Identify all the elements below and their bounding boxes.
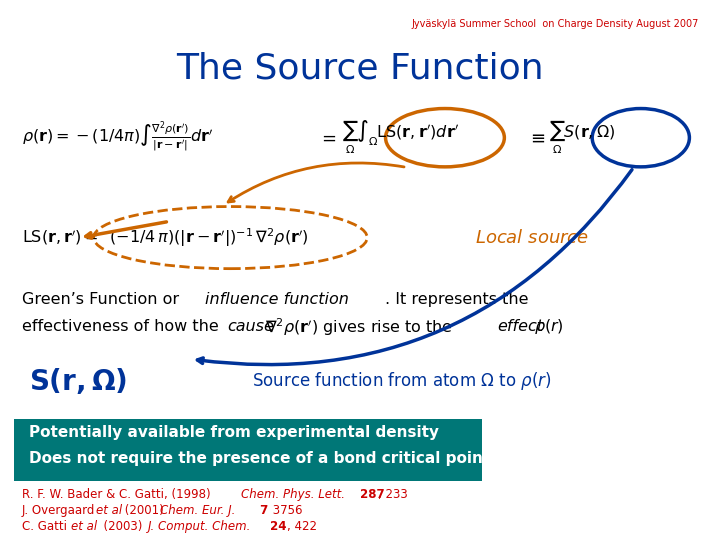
Text: Chem. Phys. Lett.: Chem. Phys. Lett. [241,488,345,501]
Text: 287: 287 [356,488,385,501]
Text: cause: cause [227,319,274,334]
Text: C. Gatti: C. Gatti [22,520,71,533]
Text: $\nabla^2\rho(\mathbf{r}^{\prime})$ gives rise to the: $\nabla^2\rho(\mathbf{r}^{\prime})$ give… [265,316,454,338]
Text: The Source Function: The Source Function [176,51,544,85]
Text: Green’s Function or: Green’s Function or [22,292,184,307]
Text: . It represents the: . It represents the [385,292,528,307]
Text: , 233: , 233 [378,488,408,501]
Text: Chem. Eur. J.: Chem. Eur. J. [160,504,235,517]
Text: J. Overgaard: J. Overgaard [22,504,99,517]
Text: $\rho(\mathbf{r}) = -(1/4\pi)\int\frac{\nabla^2 \rho(\mathbf{r}^{\prime})}{|\mat: $\rho(\mathbf{r}) = -(1/4\pi)\int\frac{\… [22,120,213,156]
FancyBboxPatch shape [14,418,482,481]
Text: effectiveness of how the: effectiveness of how the [22,319,223,334]
Text: $\rho(r)$: $\rho(r)$ [534,317,564,336]
Text: , 422: , 422 [287,520,317,533]
Text: 24: 24 [266,520,287,533]
Text: $\mathbf{S(r, \Omega)}$: $\mathbf{S(r, \Omega)}$ [29,366,127,396]
Text: $\equiv$: $\equiv$ [527,129,546,147]
Text: J. Comput. Chem.: J. Comput. Chem. [148,520,251,533]
Text: $\sum_\Omega \int_\Omega \mathrm{LS}(\mathbf{r},\mathbf{r}^{\prime})d\mathbf{r}^: $\sum_\Omega \int_\Omega \mathrm{LS}(\ma… [342,119,459,157]
Text: effect: effect [497,319,543,334]
Text: $\mathrm{LS}(\mathbf{r},\mathbf{r}^{\prime}) = \;\;(-1/4\,\pi)(|\mathbf{r}-\math: $\mathrm{LS}(\mathbf{r},\mathbf{r}^{\pri… [22,226,308,249]
Text: $\mathit{Local}$ source: $\mathit{Local}$ source [475,228,589,247]
Text: Potentially available from experimental density: Potentially available from experimental … [29,424,438,440]
Text: $=$: $=$ [318,129,337,147]
Text: influence function: influence function [205,292,349,307]
Text: R. F. W. Bader & C. Gatti, (1998): R. F. W. Bader & C. Gatti, (1998) [22,488,214,501]
Text: $\sum_\Omega S(\mathbf{r},\Omega)$: $\sum_\Omega S(\mathbf{r},\Omega)$ [549,119,615,157]
Text: Source function from atom $\Omega$ to $\rho(r)$: Source function from atom $\Omega$ to $\… [252,370,552,392]
Text: et al: et al [96,504,122,517]
Text: 7: 7 [256,504,268,517]
Text: 3756: 3756 [269,504,303,517]
Text: (2003): (2003) [96,520,146,533]
Text: (2001): (2001) [121,504,168,517]
Text: Jyväskylä Summer School  on Charge Density August 2007: Jyväskylä Summer School on Charge Densit… [411,19,698,29]
Text: Does not require the presence of a bond critical point: Does not require the presence of a bond … [29,451,490,467]
Text: et al: et al [71,520,96,533]
